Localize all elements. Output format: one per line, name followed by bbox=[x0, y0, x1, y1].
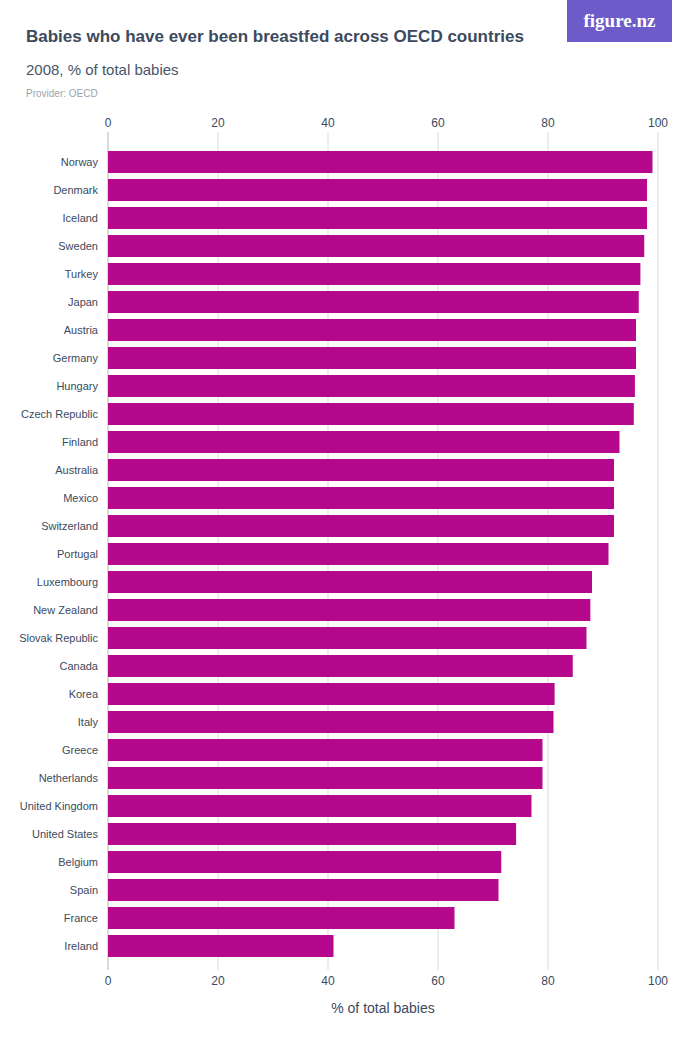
bar bbox=[108, 543, 609, 565]
category-label: Denmark bbox=[53, 184, 98, 196]
chart: Babies who have ever been breastfed acro… bbox=[0, 0, 700, 1050]
category-label: France bbox=[64, 912, 98, 924]
tick-label-bottom: 40 bbox=[321, 974, 335, 988]
tick-label-top: 80 bbox=[541, 116, 555, 130]
bar bbox=[108, 823, 516, 845]
category-label: Iceland bbox=[63, 212, 98, 224]
category-label: Germany bbox=[53, 352, 99, 364]
bar bbox=[108, 711, 554, 733]
bar bbox=[108, 515, 614, 537]
category-label: Slovak Republic bbox=[19, 632, 98, 644]
bar bbox=[108, 235, 644, 257]
tick-label-bottom: 60 bbox=[431, 974, 445, 988]
tick-label-bottom: 80 bbox=[541, 974, 555, 988]
bar bbox=[108, 319, 636, 341]
category-label: Australia bbox=[55, 464, 99, 476]
category-label: Czech Republic bbox=[21, 408, 99, 420]
category-label: Ireland bbox=[64, 940, 98, 952]
subtitle: 2008, % of total babies bbox=[26, 61, 179, 78]
category-label: Italy bbox=[78, 716, 99, 728]
tick-label-top: 100 bbox=[648, 116, 668, 130]
category-label: Japan bbox=[68, 296, 98, 308]
bar bbox=[108, 627, 587, 649]
category-label: Greece bbox=[62, 744, 98, 756]
category-label: Hungary bbox=[56, 380, 98, 392]
bar bbox=[108, 291, 639, 313]
title: Babies who have ever been breastfed acro… bbox=[26, 27, 524, 46]
bar bbox=[108, 347, 636, 369]
category-label: Netherlands bbox=[39, 772, 99, 784]
axis-title: % of total babies bbox=[331, 1000, 435, 1016]
bar bbox=[108, 207, 647, 229]
category-label: Mexico bbox=[63, 492, 98, 504]
category-label: Canada bbox=[59, 660, 98, 672]
tick-label-bottom: 20 bbox=[211, 974, 225, 988]
bar bbox=[108, 487, 614, 509]
bar bbox=[108, 851, 501, 873]
grid-line bbox=[658, 132, 659, 970]
bar bbox=[108, 935, 334, 957]
category-label: New Zealand bbox=[33, 604, 98, 616]
category-label: Sweden bbox=[58, 240, 98, 252]
category-label: Luxembourg bbox=[37, 576, 98, 588]
tick-label-top: 60 bbox=[431, 116, 445, 130]
bars bbox=[108, 151, 653, 957]
bar bbox=[108, 739, 543, 761]
tick-label-bottom: 0 bbox=[105, 974, 112, 988]
category-label: Austria bbox=[64, 324, 99, 336]
bar bbox=[108, 795, 532, 817]
bar bbox=[108, 655, 573, 677]
category-label: United States bbox=[32, 828, 99, 840]
bar bbox=[108, 459, 614, 481]
bar bbox=[108, 263, 640, 285]
category-label: Portugal bbox=[57, 548, 98, 560]
bar bbox=[108, 599, 590, 621]
bar bbox=[108, 879, 499, 901]
tick-label-bottom: 100 bbox=[648, 974, 668, 988]
bar bbox=[108, 431, 620, 453]
category-label: United Kingdom bbox=[20, 800, 98, 812]
bar bbox=[108, 767, 543, 789]
bar bbox=[108, 403, 634, 425]
category-label: Spain bbox=[70, 884, 98, 896]
category-label: Norway bbox=[61, 156, 99, 168]
bar bbox=[108, 375, 635, 397]
tick-label-top: 20 bbox=[211, 116, 225, 130]
bar bbox=[108, 907, 455, 929]
category-label: Finland bbox=[62, 436, 98, 448]
category-label: Turkey bbox=[65, 268, 99, 280]
bar bbox=[108, 683, 555, 705]
bar bbox=[108, 151, 653, 173]
bar bbox=[108, 179, 647, 201]
category-label: Korea bbox=[69, 688, 99, 700]
tick-label-top: 0 bbox=[105, 116, 112, 130]
source: Provider: OECD bbox=[26, 88, 98, 99]
bar bbox=[108, 571, 592, 593]
category-label: Belgium bbox=[58, 856, 98, 868]
logo: figure.nz bbox=[584, 10, 657, 31]
category-label: Switzerland bbox=[41, 520, 98, 532]
tick-label-top: 40 bbox=[321, 116, 335, 130]
logo-box bbox=[567, 0, 672, 42]
